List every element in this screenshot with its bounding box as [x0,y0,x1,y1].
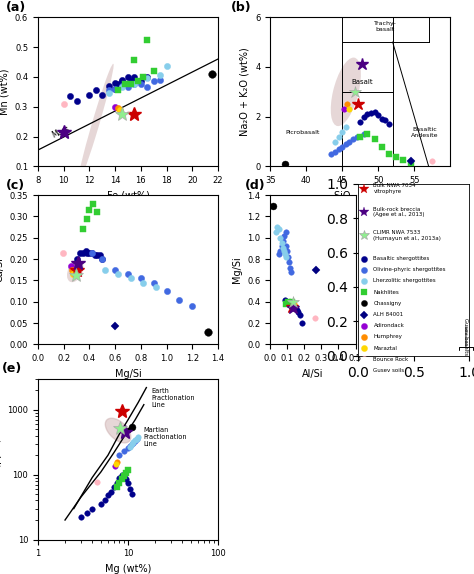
Text: Gusev soils: Gusev soils [374,368,405,373]
Text: Bulk-rock breccia
(Agee et al., 2013): Bulk-rock breccia (Agee et al., 2013) [374,207,425,218]
Text: Bounce Rock: Bounce Rock [374,357,409,362]
X-axis label: Mg (wt%): Mg (wt%) [105,564,151,574]
Text: (b): (b) [230,1,251,14]
Text: Picrobasalt: Picrobasalt [285,130,320,135]
X-axis label: Fe (wt%): Fe (wt%) [107,191,149,201]
X-axis label: Al/Si: Al/Si [302,369,324,379]
X-axis label: Mg/Si: Mg/Si [115,369,141,379]
Text: ●: ● [126,427,132,433]
Y-axis label: Ca/Si: Ca/Si [0,257,4,282]
Y-axis label: Na₂O + K₂O (wt%): Na₂O + K₂O (wt%) [239,48,249,136]
Text: Basalt: Basalt [352,79,373,86]
Y-axis label: Mg/Si: Mg/Si [232,257,242,283]
Text: (d): (d) [245,179,265,192]
Text: Martian
Fractionation
Line: Martian Fractionation Line [144,427,187,447]
Text: (a): (a) [6,1,26,14]
Text: Basaltic
Andesite: Basaltic Andesite [411,127,439,138]
Text: Basaltic shergottites: Basaltic shergottites [374,256,430,261]
Text: Trachy-
basalt: Trachy- basalt [374,21,397,32]
Text: (e): (e) [2,362,22,375]
Y-axis label: Mn (wt%): Mn (wt%) [0,68,9,115]
Text: (c): (c) [6,179,25,192]
Text: Earth
Fractionation
Line: Earth Fractionation Line [151,389,195,408]
Ellipse shape [331,57,361,126]
Text: Bulk NWA 7034
vitrophyre: Bulk NWA 7034 vitrophyre [374,184,416,194]
Text: Adirondack: Adirondack [374,323,404,328]
Text: Humphrey: Humphrey [374,335,402,339]
Polygon shape [105,418,131,443]
X-axis label: SiO₂ (wt%): SiO₂ (wt%) [334,191,386,201]
Text: Lherzolitic shergottites: Lherzolitic shergottites [374,278,436,284]
Ellipse shape [67,260,83,282]
Text: Nakhlites: Nakhlites [374,290,399,294]
Text: ALH 84001: ALH 84001 [374,312,403,317]
Y-axis label: Ni (ppm): Ni (ppm) [0,438,1,480]
Text: Maraztal: Maraztal [374,346,397,351]
Text: Gusev basalts: Gusev basalts [463,319,468,355]
Text: Mars: Mars [51,125,72,140]
Ellipse shape [78,64,114,183]
Text: Chassigny: Chassigny [374,301,401,306]
Text: CLIMR NWA 7533
(Humayun et al., 2013a): CLIMR NWA 7533 (Humayun et al., 2013a) [374,230,441,241]
Text: Olivine-phyric shergottites: Olivine-phyric shergottites [374,267,446,272]
